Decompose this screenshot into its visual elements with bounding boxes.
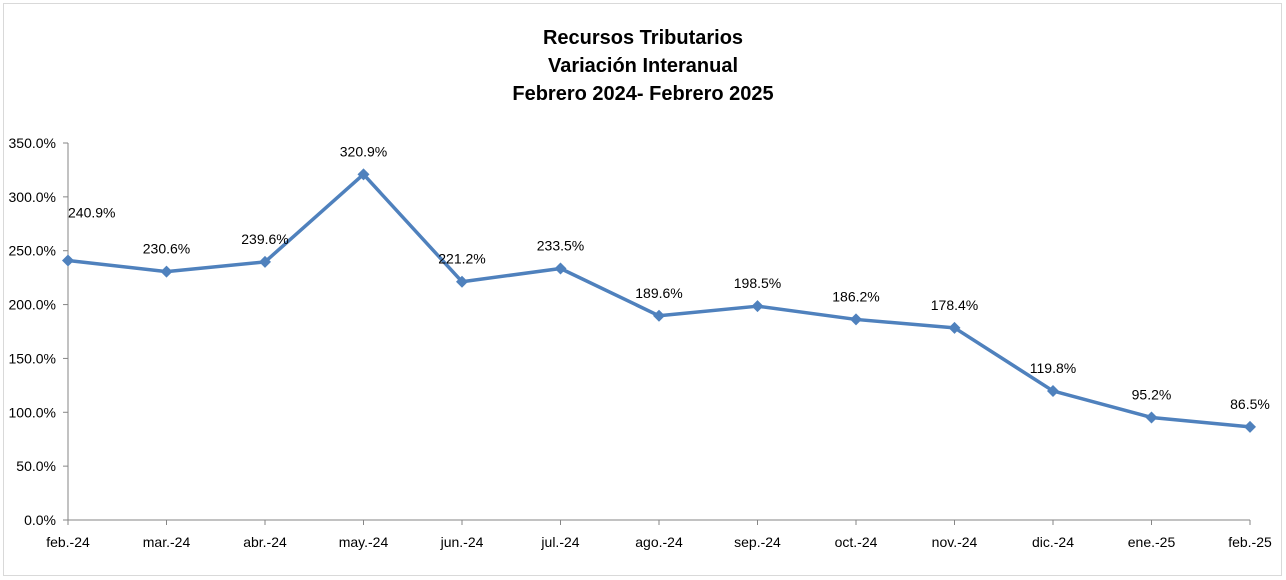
data-label: 86.5% — [1230, 396, 1270, 412]
x-tick-label: mar.-24 — [143, 534, 191, 550]
diamond-marker-icon — [1047, 384, 1059, 397]
y-tick-label: 250.0% — [9, 243, 56, 259]
y-axis: 0.0% 50.0% 100.0% 150.0% 200.0% 250.0% 300.0% 3… — [9, 135, 69, 528]
diamond-marker-icon — [751, 300, 764, 313]
data-label: 239.6% — [241, 231, 288, 247]
diamond-marker-icon — [1244, 420, 1256, 433]
x-tick-label: oct.-24 — [835, 534, 878, 550]
diamond-marker-icon — [62, 254, 74, 267]
x-tick-label: feb.-25 — [1228, 534, 1272, 550]
chart-title-line-2: Variación Interanual — [547, 55, 739, 77]
chart-title: Recursos Tributarios Variación Interanua… — [0, 24, 1286, 108]
y-tick-label: 150.0% — [9, 350, 56, 366]
diamond-marker-icon — [1145, 411, 1158, 424]
diamond-marker-icon — [653, 309, 665, 322]
data-label: 240.9% — [68, 205, 115, 221]
x-tick-label: may.-24 — [339, 534, 389, 550]
diamond-marker-icon — [160, 265, 173, 278]
diamond-marker-icon — [357, 168, 370, 181]
y-tick-label: 100.0% — [9, 404, 56, 420]
data-label: 186.2% — [832, 288, 879, 304]
x-tick-label: jul.-24 — [540, 534, 579, 550]
y-tick-label: 350.0% — [9, 135, 56, 151]
diamond-marker-icon — [259, 255, 271, 268]
diamond-marker-icon — [456, 275, 468, 288]
diamond-marker-icon — [948, 321, 961, 334]
data-label: 189.6% — [635, 285, 682, 301]
data-label: 233.5% — [537, 237, 584, 253]
x-tick-label: feb.-24 — [46, 534, 90, 550]
y-tick-label: 200.0% — [9, 297, 56, 313]
x-tick-label: jun.-24 — [440, 534, 484, 550]
data-label: 198.5% — [734, 275, 781, 291]
x-tick-label: nov.-24 — [932, 534, 978, 550]
y-tick-label: 300.0% — [9, 189, 56, 205]
y-tick-label: 0.0% — [24, 512, 56, 528]
data-label: 119.8% — [1030, 360, 1076, 376]
diamond-marker-icon — [554, 262, 567, 275]
chart-title-line-3: Febrero 2024- Febrero 2025 — [512, 83, 774, 105]
diamond-marker-icon — [850, 313, 862, 326]
chart-title-line-1: Recursos Tributarios — [542, 27, 744, 49]
chart-frame — [3, 3, 1282, 576]
x-tick-label: abr.-24 — [243, 534, 287, 550]
x-tick-label: dic.-24 — [1032, 534, 1074, 550]
x-tick-label: ene.-25 — [1128, 534, 1176, 550]
data-label: 221.2% — [438, 251, 485, 267]
x-tick-label: ago.-24 — [635, 534, 683, 550]
data-label: 230.6% — [143, 241, 190, 257]
y-tick-label: 50.0% — [16, 458, 56, 474]
data-label: 178.4% — [931, 297, 978, 313]
x-tick-label: sep.-24 — [734, 534, 781, 550]
data-label: 320.9% — [340, 143, 387, 159]
x-axis: feb.-24 mar.-24 abr.-24 may.-24 jun.-24 jul.-… — [46, 519, 1272, 550]
data-series: 240.9% 230.6% 239.6% 320.9% 221.2% 233.5% 189.… — [62, 143, 1270, 433]
data-label: 95.2% — [1132, 386, 1172, 402]
